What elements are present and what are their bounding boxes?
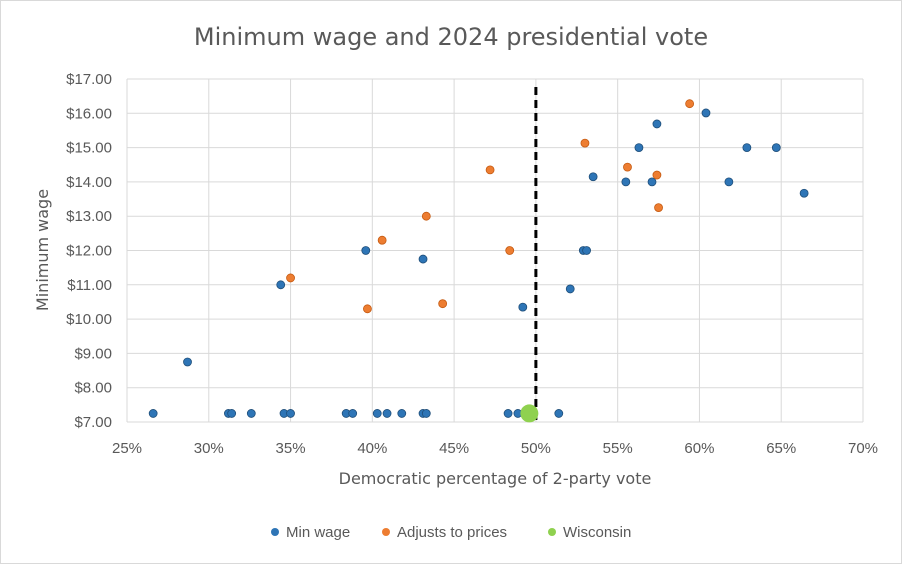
legend-label: Min wage: [286, 524, 350, 541]
min-wage-point: [286, 409, 295, 418]
legend-marker: [271, 528, 279, 536]
min-wage-point: [724, 177, 734, 187]
x-tick-label: 45%: [439, 440, 469, 457]
y-tick-label: $16.00: [66, 105, 112, 122]
x-tick-label: 60%: [684, 440, 714, 457]
legend-label: Adjusts to prices: [397, 524, 507, 541]
legend-marker: [382, 528, 390, 536]
x-tick-label: 50%: [521, 440, 551, 457]
x-tick-label: 25%: [112, 440, 142, 457]
adjusts-to-prices-point: [685, 99, 695, 109]
y-tick-label: $17.00: [66, 71, 112, 88]
y-tick-label: $9.00: [74, 345, 112, 362]
min-wage-point: [276, 280, 286, 290]
x-tick-label: 30%: [194, 440, 224, 457]
adjusts-to-prices-point: [580, 138, 590, 148]
adjusts-to-prices-point: [363, 304, 372, 314]
min-wage-point: [397, 409, 407, 418]
min-wage-point: [246, 409, 256, 418]
min-wage-point: [554, 409, 564, 418]
min-wage-point: [348, 409, 358, 418]
min-wage-point: [372, 409, 382, 418]
x-tick-label: 55%: [603, 440, 633, 457]
y-axis-title: Minimum wage: [33, 189, 52, 311]
y-tick-label: $14.00: [66, 174, 112, 191]
x-tick-label: 65%: [766, 440, 796, 457]
min-wage-point: [799, 188, 809, 198]
adjusts-to-prices-point: [652, 170, 662, 180]
adjusts-to-prices-point: [623, 162, 632, 172]
tick-labels: 25% 30% 35% 40% 45% 50% 55% 60% 65% 70% $7.00 $8.00…: [66, 71, 878, 457]
min-wage-point: [701, 108, 711, 118]
gridlines: [126, 78, 864, 423]
x-tick-label: 35%: [276, 440, 306, 457]
data-points: [148, 99, 809, 423]
min-wage-point: [634, 143, 644, 153]
legend-label: Wisconsin: [563, 524, 631, 541]
min-wage-point: [582, 246, 591, 255]
x-tick-label: 70%: [848, 440, 878, 457]
y-tick-label: $15.00: [66, 140, 112, 157]
y-tick-label: $13.00: [66, 208, 112, 225]
legend: Min wage Adjusts to prices Wisconsin: [271, 524, 631, 541]
min-wage-point: [518, 302, 528, 312]
adjusts-to-prices-point: [421, 211, 431, 221]
min-wage-point: [771, 143, 781, 153]
legend-item: Min wage: [271, 524, 350, 541]
y-tick-label: $7.00: [74, 414, 112, 431]
legend-marker: [548, 528, 556, 536]
x-axis-title: Democratic percentage of 2-party vote: [339, 469, 652, 488]
min-wage-point: [588, 172, 598, 182]
min-wage-point: [148, 409, 158, 418]
min-wage-point: [652, 119, 662, 129]
min-wage-point: [421, 409, 431, 418]
y-tick-label: $8.00: [74, 380, 112, 397]
min-wage-point: [227, 409, 237, 418]
min-wage-point: [647, 177, 657, 187]
min-wage-point: [565, 284, 575, 294]
adjusts-to-prices-point: [654, 203, 663, 213]
min-wage-point: [503, 409, 513, 418]
x-tick-label: 40%: [357, 440, 387, 457]
legend-item: Adjusts to prices: [382, 524, 507, 541]
chart-title: Minimum wage and 2024 presidential vote: [194, 23, 708, 51]
min-wage-point: [418, 254, 428, 264]
min-wage-point: [361, 246, 371, 255]
adjusts-to-prices-point: [286, 273, 295, 283]
y-tick-label: $10.00: [66, 311, 112, 328]
y-tick-label: $12.00: [66, 243, 112, 260]
min-wage-point: [183, 357, 192, 367]
adjusts-to-prices-point: [505, 246, 515, 255]
min-wage-point: [621, 177, 631, 187]
min-wage-point: [742, 143, 752, 153]
adjusts-to-prices-point: [485, 165, 495, 175]
legend-item: Wisconsin: [548, 524, 631, 541]
adjusts-to-prices-point: [438, 299, 448, 309]
y-tick-label: $11.00: [67, 277, 112, 294]
min-wage-point: [382, 409, 392, 418]
adjusts-to-prices-point: [377, 235, 387, 245]
wisconsin-point: [520, 404, 539, 423]
